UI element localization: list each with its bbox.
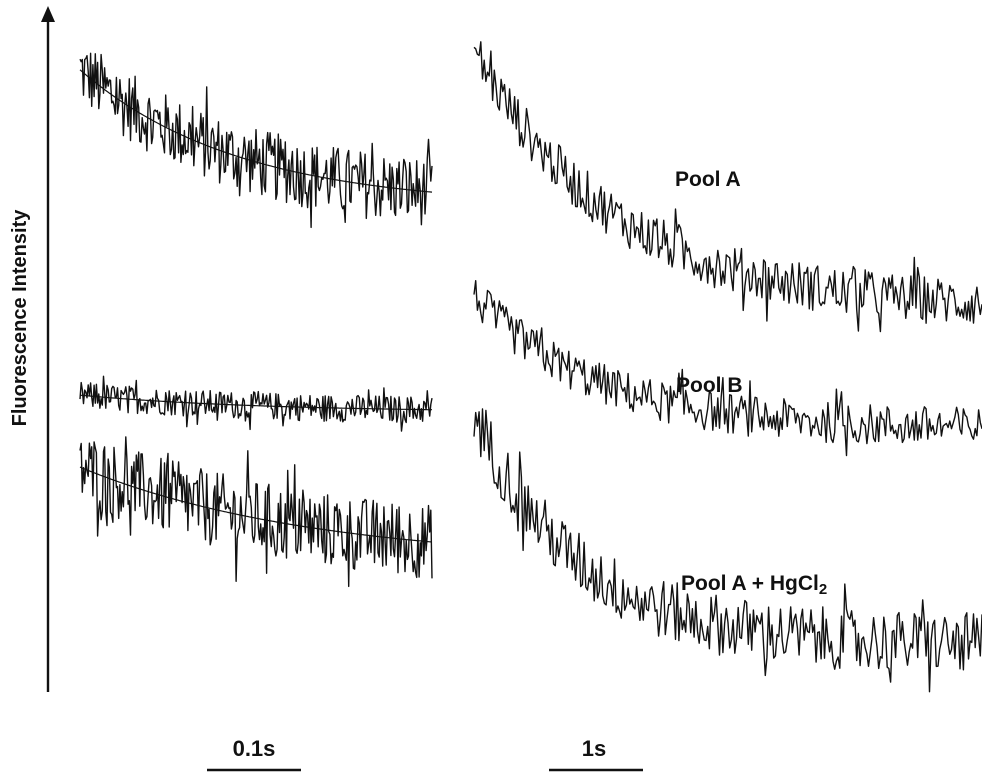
trace-panel1-series1 — [473, 280, 982, 457]
trace-panel1-series2 — [473, 408, 982, 693]
fit-curve-panel0-series0 — [79, 69, 433, 193]
panel-fast-timescale — [79, 52, 433, 588]
fit-curve-panel0-series1 — [79, 394, 432, 411]
panel-slow-timescale — [473, 41, 982, 693]
scale-bar-label-0: 0.1s — [233, 736, 276, 761]
trace-panel0-series0 — [79, 52, 433, 229]
series-label-pool-a: Pool A — [675, 168, 741, 191]
scale-bar-label-1: 1s — [582, 736, 606, 761]
trace-panel0-series1 — [79, 375, 433, 432]
series-label-pool-b: Pool B — [676, 374, 743, 397]
trace-panel1-series0 — [473, 41, 982, 333]
y-axis-label: Fluorescence Intensity — [9, 209, 31, 427]
trace-panel0-series2 — [79, 436, 433, 588]
series-label-pool-a-hgcl2: Pool A + HgCl2 — [681, 572, 827, 598]
fit-curve-panel0-series2 — [79, 466, 433, 543]
